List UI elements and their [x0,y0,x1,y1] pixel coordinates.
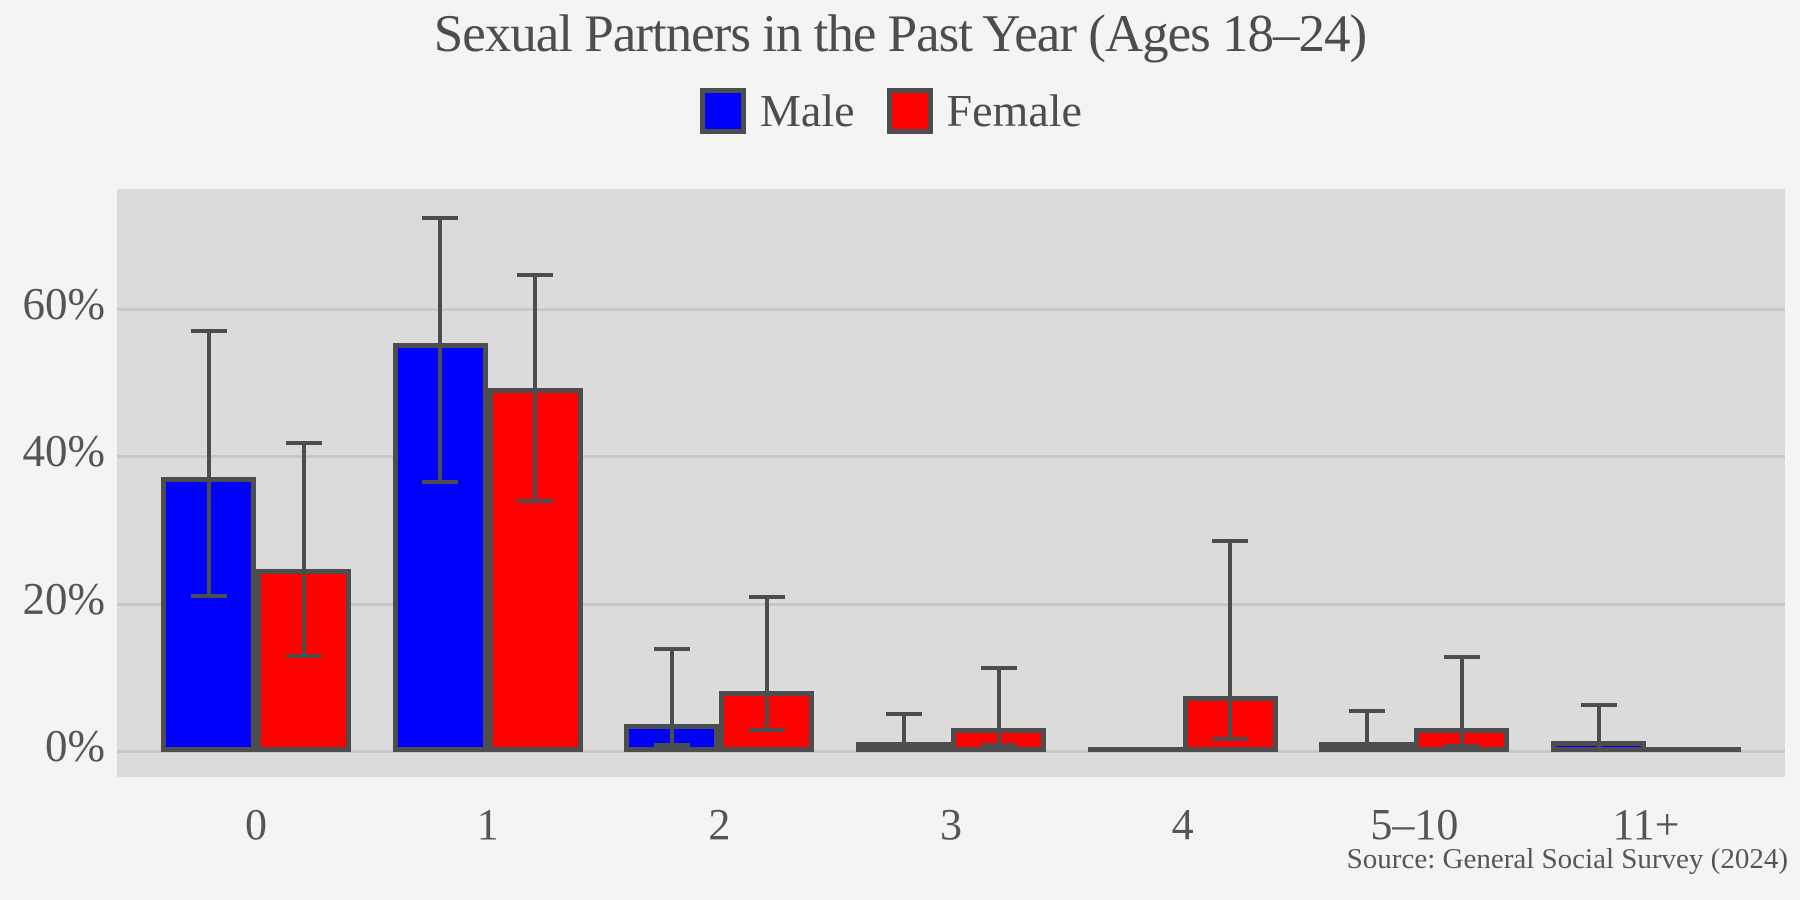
y-tick-label-40: 40% [22,426,106,477]
legend-swatch-female [886,88,933,134]
male-error-cap-top-5–10 [1348,708,1385,713]
male-error-cap-bottom-11+ [1580,747,1617,752]
male-error-cap-bottom-5–10 [1348,747,1385,752]
male-bar-0 [161,476,256,752]
female-error-cap-top-4 [1212,539,1249,544]
male-error-cap-top-0 [190,328,227,333]
female-error-cap-bottom-2 [748,727,785,732]
male-error-bar-1 [438,218,443,482]
female-error-bar-3 [996,668,1001,745]
x-category-label-0: 0 [245,800,267,849]
legend-swatch-male [700,88,747,134]
male-error-bar-5–10 [1364,710,1369,750]
male-error-bar-11+ [1596,704,1601,750]
plot-area [117,189,1785,777]
female-error-cap-bottom-5–10 [1443,744,1480,749]
male-error-cap-bottom-2 [653,742,690,747]
female-error-cap-bottom-0 [285,653,322,658]
legend-label-male: Male [760,85,855,136]
female-error-cap-top-5–10 [1443,655,1480,659]
x-category-label-11+: 11+ [1612,800,1680,849]
male-error-cap-bottom-1 [422,479,459,484]
male-error-cap-top-2 [653,646,690,651]
female-error-cap-top-2 [748,595,785,600]
y-tick-label-60: 60% [22,279,106,330]
y-tick-label-0: 0% [45,721,105,771]
x-category-label-1: 1 [476,800,499,849]
male-error-bar-3 [901,713,906,748]
female-error-cap-bottom-3 [980,742,1017,747]
male-error-cap-bottom-3 [885,745,922,750]
x-category-label-2: 2 [708,800,731,849]
gridline-20 [117,602,1785,606]
male-error-cap-top-1 [422,216,459,221]
female-error-bar-2 [764,597,769,730]
source-note: Source: General Social Survey (2024) [1346,843,1788,875]
chart-title: Sexual Partners in the Past Year (Ages 1… [433,5,1367,63]
female-bar-11+ [1646,747,1741,752]
male-error-cap-bottom-0 [190,593,227,598]
female-error-bar-1 [533,274,538,501]
male-error-cap-top-11+ [1580,702,1617,707]
y-tick-label-20: 20% [22,573,106,624]
male-error-bar-2 [669,648,674,745]
female-error-cap-top-3 [980,666,1017,671]
female-error-bar-5–10 [1459,657,1464,747]
male-error-cap-top-3 [885,711,922,716]
female-error-bar-0 [301,442,306,656]
gridline-60 [117,308,1785,312]
x-category-label-5–10: 5–10 [1370,800,1459,849]
female-error-cap-bottom-4 [1212,736,1249,741]
x-category-label-4: 4 [1171,800,1194,849]
x-category-label-3: 3 [940,800,962,849]
female-error-cap-bottom-1 [517,498,554,503]
female-error-cap-top-0 [285,440,322,445]
female-error-bar-4 [1228,541,1233,739]
legend-label-female: Female [946,85,1082,136]
legend: Male Female [0,88,1800,134]
male-error-bar-0 [206,330,211,596]
female-error-cap-top-1 [517,272,554,277]
gridline-40 [117,455,1785,459]
male-bar-4 [1087,747,1183,752]
